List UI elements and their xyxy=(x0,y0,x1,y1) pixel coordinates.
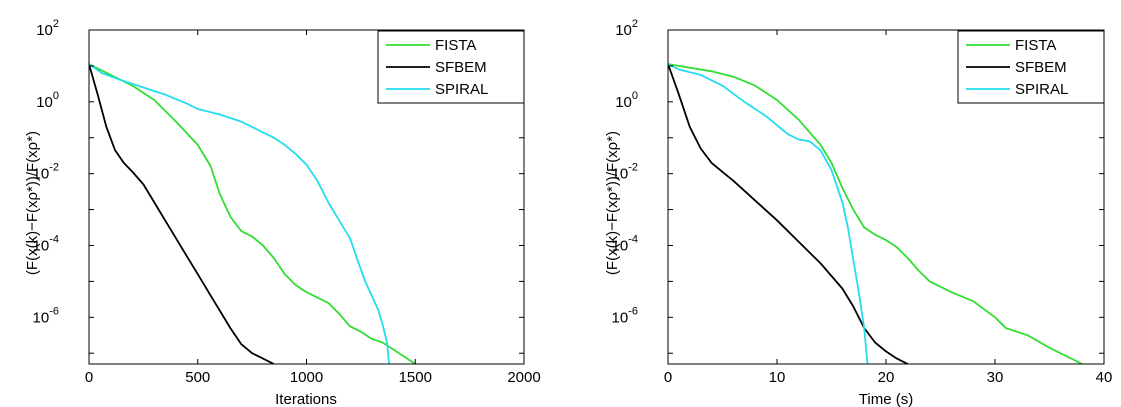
x-tick-label: 0 xyxy=(664,369,672,386)
plot-area-time: 0 10 20 30 4010210010-210-410-6FISTASFBEMSPI… xyxy=(612,18,1113,386)
series-line-sfbem xyxy=(89,63,275,364)
legend-label-sfbem: SFBEM xyxy=(1015,59,1067,76)
series-line-fista xyxy=(89,63,416,364)
series-line-spiral xyxy=(668,63,869,364)
y-tick-base: 10 xyxy=(36,94,53,111)
y-tick-exponent: 0 xyxy=(53,90,59,102)
legend-label-spiral: SPIRAL xyxy=(435,81,488,98)
y-tick-base: 10 xyxy=(33,166,50,183)
x-axis-label-iterations: Iterations xyxy=(275,391,337,407)
legend-label-sfbem: SFBEM xyxy=(435,59,487,76)
chart-time: 0 10 20 30 4010210010-210-410-6FISTASFBEMSPI… xyxy=(604,18,1112,407)
y-tick-base: 10 xyxy=(615,22,632,39)
y-tick-label: 10-2 xyxy=(33,162,59,183)
x-tick-label: 20 xyxy=(878,369,895,386)
x-tick-label: 500 xyxy=(185,369,210,386)
y-axis-label-time: (F(x(k)−F(xρ*))/F(xρ*) xyxy=(604,131,621,275)
y-tick-exponent: 0 xyxy=(632,90,638,102)
legend-label-fista: FISTA xyxy=(435,37,476,54)
series-line-fista xyxy=(668,63,1083,364)
x-tick-label: 1500 xyxy=(399,369,432,386)
legend-iterations: FISTA SFBEM SPIRAL xyxy=(377,30,525,104)
y-axis-label-iterations: (F(x(k)−F(xρ*))/F(xρ*) xyxy=(24,131,41,275)
y-tick-label: 10-6 xyxy=(33,305,59,326)
y-tick-base: 10 xyxy=(33,309,50,326)
y-tick-label: 100 xyxy=(36,90,59,111)
legend-label-spiral: SPIRAL xyxy=(1015,81,1068,98)
y-tick-exponent: -4 xyxy=(628,233,638,245)
y-tick-base: 10 xyxy=(36,22,53,39)
plot-area-iterations: 0 500 1000 1500 200010210010-210-410-6FISTAS… xyxy=(33,18,541,386)
y-tick-exponent: 2 xyxy=(53,18,59,30)
y-tick-exponent: -6 xyxy=(628,305,638,317)
y-tick-label: 102 xyxy=(615,18,638,39)
y-tick-label: 10-6 xyxy=(612,305,638,326)
y-tick-label: 10-4 xyxy=(33,233,59,254)
x-tick-label: 30 xyxy=(987,369,1004,386)
y-tick-base: 10 xyxy=(612,237,629,254)
x-tick-label: 40 xyxy=(1096,369,1113,386)
x-tick-label: 0 xyxy=(85,369,93,386)
y-tick-exponent: -6 xyxy=(49,305,59,317)
y-tick-label: 102 xyxy=(36,18,59,39)
y-tick-base: 10 xyxy=(33,237,50,254)
y-tick-base: 10 xyxy=(612,309,629,326)
x-tick-label: 10 xyxy=(769,369,786,386)
x-axis-label-time: Time (s) xyxy=(859,391,913,407)
y-tick-label: 10-4 xyxy=(612,233,638,254)
y-tick-label: 100 xyxy=(615,90,638,111)
legend-time-s: FISTA SFBEM SPIRAL xyxy=(957,30,1105,104)
series-line-spiral xyxy=(89,63,390,364)
y-tick-base: 10 xyxy=(615,94,632,111)
series-line-sfbem xyxy=(668,63,909,364)
legend-label-fista: FISTA xyxy=(1015,37,1056,54)
y-tick-exponent: -4 xyxy=(49,233,59,245)
y-tick-label: 10-2 xyxy=(612,162,638,183)
chart-iterations: 0 500 1000 1500 200010210010-210-410-6FISTAS… xyxy=(24,18,541,407)
y-tick-exponent: -2 xyxy=(628,162,638,174)
y-tick-base: 10 xyxy=(612,166,629,183)
y-tick-exponent: -2 xyxy=(49,162,59,174)
y-tick-exponent: 2 xyxy=(632,18,638,30)
x-tick-label: 1000 xyxy=(290,369,323,386)
x-tick-label: 2000 xyxy=(507,369,540,386)
